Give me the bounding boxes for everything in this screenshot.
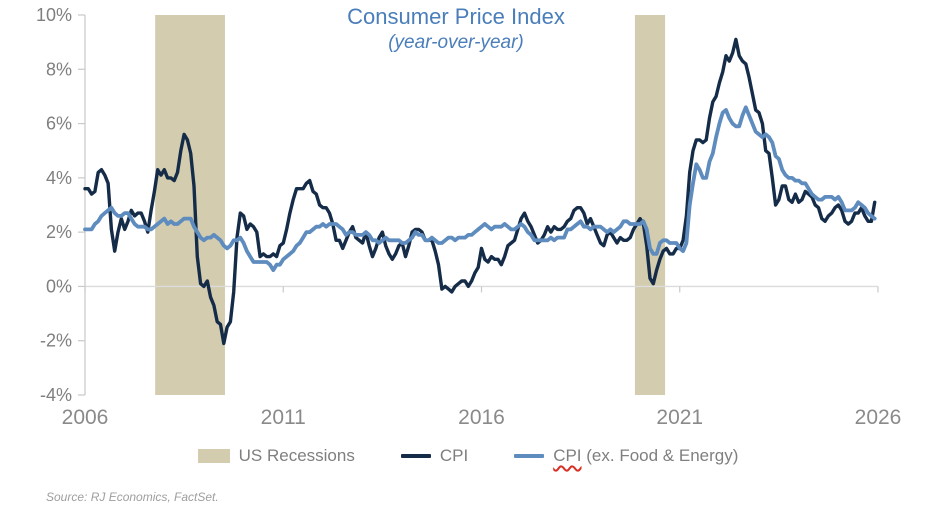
svg-text:0%: 0% (46, 276, 72, 296)
axis-tick-labels: -4% -2% 0% 2% 4% 6% 8% 10% 2006 2011 2016 2021 2026 (36, 5, 901, 429)
series-lines (83, 37, 877, 346)
svg-text:-2%: -2% (40, 331, 72, 351)
legend-label-cpi: CPI (439, 446, 469, 465)
svg-text:-4%: -4% (40, 385, 72, 405)
legend-item-cpi: CPI (400, 446, 469, 466)
svg-text:2006: 2006 (62, 406, 109, 429)
svg-text:2016: 2016 (458, 406, 505, 429)
chart-axes (78, 14, 879, 396)
legend-label-core-cpi: CPI (ex. Food & Energy) (553, 446, 738, 466)
source-note: Source: RJ Economics, FactSet. (46, 490, 219, 504)
svg-text:2021: 2021 (656, 406, 703, 429)
core-cpi-line-swatch (514, 454, 545, 458)
svg-text:8%: 8% (46, 59, 72, 79)
svg-text:2%: 2% (46, 222, 72, 242)
svg-text:2011: 2011 (261, 406, 306, 429)
svg-text:6%: 6% (46, 114, 72, 134)
cpi-line-swatch (400, 454, 431, 458)
legend-core-cpi-word: CPI (553, 446, 582, 465)
svg-text:10%: 10% (36, 5, 72, 25)
legend-core-cpi-rest: (ex. Food & Energy) (581, 446, 739, 465)
chart-legend: US Recessions CPI CPI (ex. Food & Energy… (0, 446, 936, 466)
cpi-line-chart: -4% -2% 0% 2% 4% 6% 8% 10% 2006 2011 2016 2021 2026 (36, 5, 901, 429)
recession-band-swatch (197, 449, 230, 463)
svg-text:4%: 4% (46, 168, 72, 188)
recession-bands (155, 15, 666, 395)
legend-item-core-cpi: CPI (ex. Food & Energy) (514, 446, 738, 466)
legend-item-us-recessions: US Recessions (197, 446, 355, 466)
svg-text:2026: 2026 (855, 406, 902, 429)
legend-label-us-recessions: US Recessions (238, 446, 355, 465)
